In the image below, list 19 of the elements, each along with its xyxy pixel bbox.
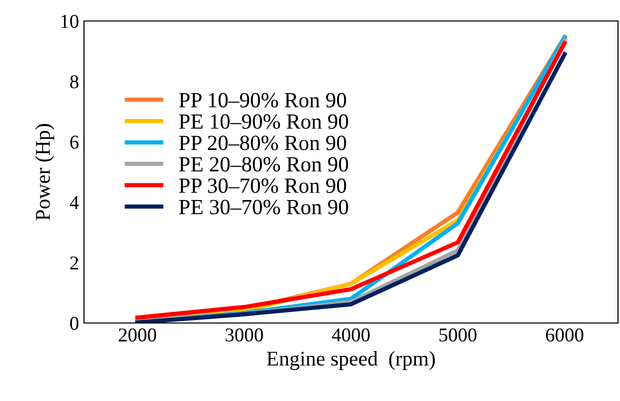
y-tick-label: 6 [70, 136, 79, 149]
legend-label: PP 10–90% Ron 90 [179, 92, 346, 108]
x-tick-label: 4000 [332, 328, 370, 342]
legend-label: PP 20–80% Ron 90 [179, 136, 346, 150]
y-tick-label: 10 [61, 14, 78, 28]
legend-label: PE 10–90% Ron 90 [179, 114, 348, 129]
x-tick-label: 6000 [546, 328, 584, 342]
x-tick-label: 3000 [226, 328, 263, 342]
y-tick-label: 0 [70, 316, 78, 330]
y-axis-title: Power (Hp) [35, 124, 54, 220]
legend-label: PE 30–70% Ron 90 [179, 200, 348, 214]
x-axis-title: Engine speed (rpm) [266, 351, 435, 370]
legend-label: PE 20–80% Ron 90 [179, 157, 348, 172]
y-tick-label: 8 [70, 75, 78, 88]
x-tick-label: 5000 [439, 328, 477, 342]
legend-label: PP 30–70% Ron 90 [179, 178, 346, 194]
y-tick-label: 2 [70, 256, 78, 270]
y-tick-label: 4 [70, 196, 79, 209]
x-tick-label: 2000 [118, 328, 156, 342]
